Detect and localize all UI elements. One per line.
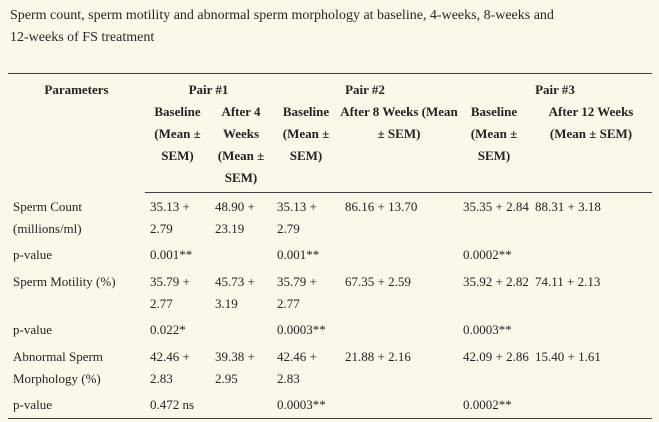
row-p-value-sperm-motility: p-value 0.022* 0.0003** 0.0003** xyxy=(8,317,652,343)
p-value-cell xyxy=(530,317,652,343)
column-subheader-pair1-baseline: Baseline (Mean ± SEM) xyxy=(145,101,210,193)
column-header-pair-3: Pair #3 xyxy=(535,82,575,97)
data-cell: 35.13 + 2.79 xyxy=(277,199,317,236)
column-subheader-pair2-after-8-weeks: After 8 Weeks (Mean ± SEM) xyxy=(340,101,458,193)
column-subheader-pair3-baseline: Baseline (Mean ± SEM) xyxy=(458,101,530,193)
p-value-cell: 0.0003** xyxy=(277,322,326,337)
p-value-cell xyxy=(340,392,458,419)
p-value-cell xyxy=(530,392,652,419)
data-cell: 86.16 + 13.70 xyxy=(345,199,418,214)
data-cell: 15.40 + 1.61 xyxy=(535,349,601,364)
table-body: Sperm Count (millions/ml) 35.13 + 2.79 4… xyxy=(8,193,652,419)
table-header: Parameters Pair #1 Pair #2 Pair #3 Basel… xyxy=(8,74,652,193)
data-cell: 42.09 + 2.86 xyxy=(463,349,529,364)
column-header-parameters: Parameters xyxy=(44,82,109,97)
p-value-cell: 0.0002** xyxy=(463,397,512,412)
data-cell: 35.79 + 2.77 xyxy=(150,274,190,311)
p-value-cell xyxy=(340,242,458,268)
p-value-cell: 0.001** xyxy=(277,247,320,262)
data-cell: 45.73 + 3.19 xyxy=(215,274,255,311)
row-label-p-value: p-value xyxy=(13,322,52,337)
row-p-value-abnormal-morphology: p-value 0.472 ns 0.0003** 0.0002** xyxy=(8,392,652,419)
data-cell: 48.90 + 23.19 xyxy=(215,199,255,236)
data-cell: 21.88 + 2.16 xyxy=(345,349,411,364)
data-cell: 35.13 + 2.79 xyxy=(150,199,190,236)
row-label-sperm-count: Sperm Count (millions/ml) xyxy=(13,198,82,236)
p-value-cell: 0.022* xyxy=(150,322,186,337)
p-value-cell xyxy=(340,317,458,343)
p-value-cell xyxy=(530,242,652,268)
column-header-pair-2: Pair #2 xyxy=(345,82,385,97)
p-value-cell xyxy=(210,242,272,268)
p-value-cell xyxy=(210,317,272,343)
p-value-cell: 0.472 ns xyxy=(150,397,195,412)
p-value-cell: 0.0003** xyxy=(463,322,512,337)
column-subheader-pair1-after-4-weeks: After 4 Weeks (Mean ± SEM) xyxy=(210,101,272,193)
row-abnormal-sperm-morphology: Abnormal Sperm Morphology (%) 42.46 + 2.… xyxy=(8,343,652,392)
data-cell: 39.38 + 2.95 xyxy=(215,349,255,386)
data-cell: 74.11 + 2.13 xyxy=(535,274,601,289)
data-cell: 67.35 + 2.59 xyxy=(345,274,411,289)
p-value-cell: 0.0003** xyxy=(277,397,326,412)
data-cell: 42.46 + 2.83 xyxy=(277,349,317,386)
row-label-abnormal-sperm-morphology: Abnormal Sperm Morphology (%) xyxy=(13,349,103,386)
data-cell: 35.92 + 2.82 xyxy=(463,274,529,289)
table-caption: Sperm count, sperm motility and abnormal… xyxy=(10,8,554,45)
row-label-p-value: p-value xyxy=(13,397,52,412)
row-label-p-value: p-value xyxy=(13,247,52,262)
header-row-conditions: Baseline (Mean ± SEM) After 4 Weeks (Mea… xyxy=(8,101,652,193)
data-cell: 88.31 + 3.18 xyxy=(535,199,601,214)
results-table: Parameters Pair #1 Pair #2 Pair #3 Basel… xyxy=(8,73,652,419)
data-cell: 35.35 + 2.84 xyxy=(463,199,529,214)
column-subheader-pair3-after-12-weeks: After 12 Weeks (Mean ± SEM) xyxy=(530,101,652,193)
header-row-pairs: Parameters Pair #1 Pair #2 Pair #3 xyxy=(8,74,652,102)
row-sperm-count: Sperm Count (millions/ml) 35.13 + 2.79 4… xyxy=(8,193,652,243)
row-sperm-motility: Sperm Motility (%) 35.79 + 2.77 45.73 + … xyxy=(8,268,652,317)
column-subheader-pair2-baseline: Baseline (Mean ± SEM) xyxy=(272,101,340,193)
row-label-sperm-motility: Sperm Motility (%) xyxy=(13,274,116,289)
p-value-cell xyxy=(210,392,272,419)
p-value-cell: 0.001** xyxy=(150,247,193,262)
data-cell: 42.46 + 2.83 xyxy=(150,349,190,386)
p-value-cell: 0.0002** xyxy=(463,247,512,262)
row-p-value-sperm-count: p-value 0.001** 0.001** 0.0002** xyxy=(8,242,652,268)
column-header-pair-1: Pair #1 xyxy=(188,82,229,97)
data-cell: 35.79 + 2.77 xyxy=(277,274,317,311)
